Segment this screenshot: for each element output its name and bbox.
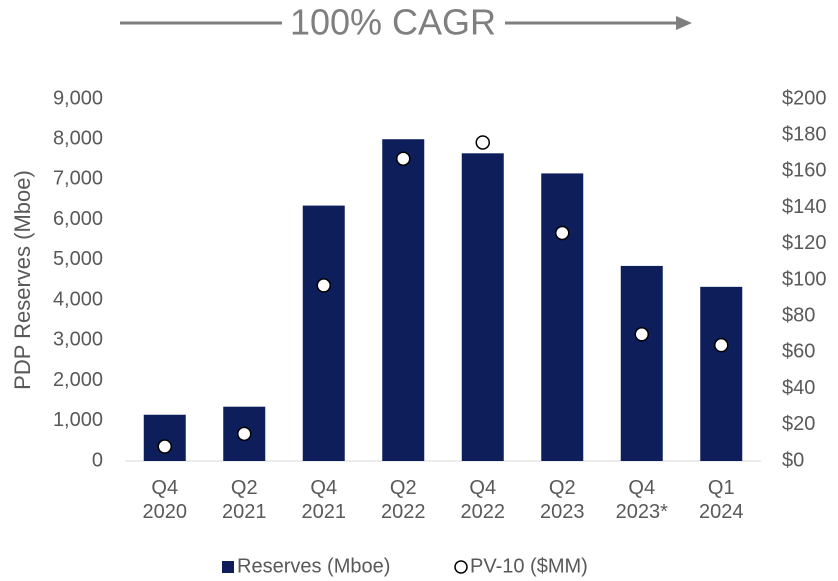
y2-tick-label: $160 [782,160,827,182]
y2-tick-label: $140 [782,196,827,218]
pv10-point [316,278,331,293]
y2-tick-label: $60 [782,341,815,363]
y2-tick-label: $180 [782,123,827,145]
bar [461,153,504,462]
x-tick-label: Q2 2023 [540,477,585,523]
legend-label: Reserves (Mboe) [237,555,390,577]
y-tick-label: 0 [92,449,103,471]
y-tick-label: 2,000 [53,369,103,391]
pv10-point [396,151,411,166]
bar [382,139,425,461]
x-tick-label: Q4 2022 [460,477,506,523]
y-tick-label: 6,000 [53,208,103,230]
y2-tick-label: $100 [782,268,827,290]
x-tick-label: Q1 2024 [699,477,744,523]
y2-tick-label: $40 [782,377,815,399]
y-tick-label: 9,000 [53,87,103,109]
bar [302,205,345,461]
x-tick-label: Q4 2021 [301,477,347,523]
y-tick-label: 3,000 [53,329,103,351]
y-tick-label: 8,000 [53,128,103,150]
x-tick-label: Q2 2022 [381,477,426,523]
bar [700,286,743,461]
pv10-point [555,225,570,241]
y2-tick-label: $80 [782,304,815,326]
y-axis-label: PDP Reserves (Mboe) [10,170,35,390]
y2-tick-label: $120 [782,232,827,254]
legend-marker [454,560,468,574]
y-tick-label: 5,000 [53,248,103,270]
y-tick-label: 7,000 [53,168,103,190]
x-tick-label: Q4 2023* [615,477,668,523]
chart-title: 100% CAGR [290,2,496,43]
y2-tick-label: $20 [782,413,815,435]
x-tick-label: Q4 2020 [142,477,188,523]
legend-label: PV-10 ($MM) [470,555,588,577]
pv10-point [714,337,729,353]
pv10-point [237,426,252,442]
arrow-head [676,16,692,30]
x-tick-label: Q2 2021 [222,477,267,523]
legend-marker [222,561,234,573]
y2-tick-label: $200 [782,87,827,109]
bar [143,414,186,461]
pv10-point [634,327,649,342]
pv10-point [157,439,172,454]
bar [620,265,663,461]
y-tick-label: 4,000 [53,288,103,310]
bar [541,173,584,461]
y-tick-label: 1,000 [53,409,103,431]
pv10-point [475,135,490,150]
y2-tick-label: $0 [782,449,804,471]
